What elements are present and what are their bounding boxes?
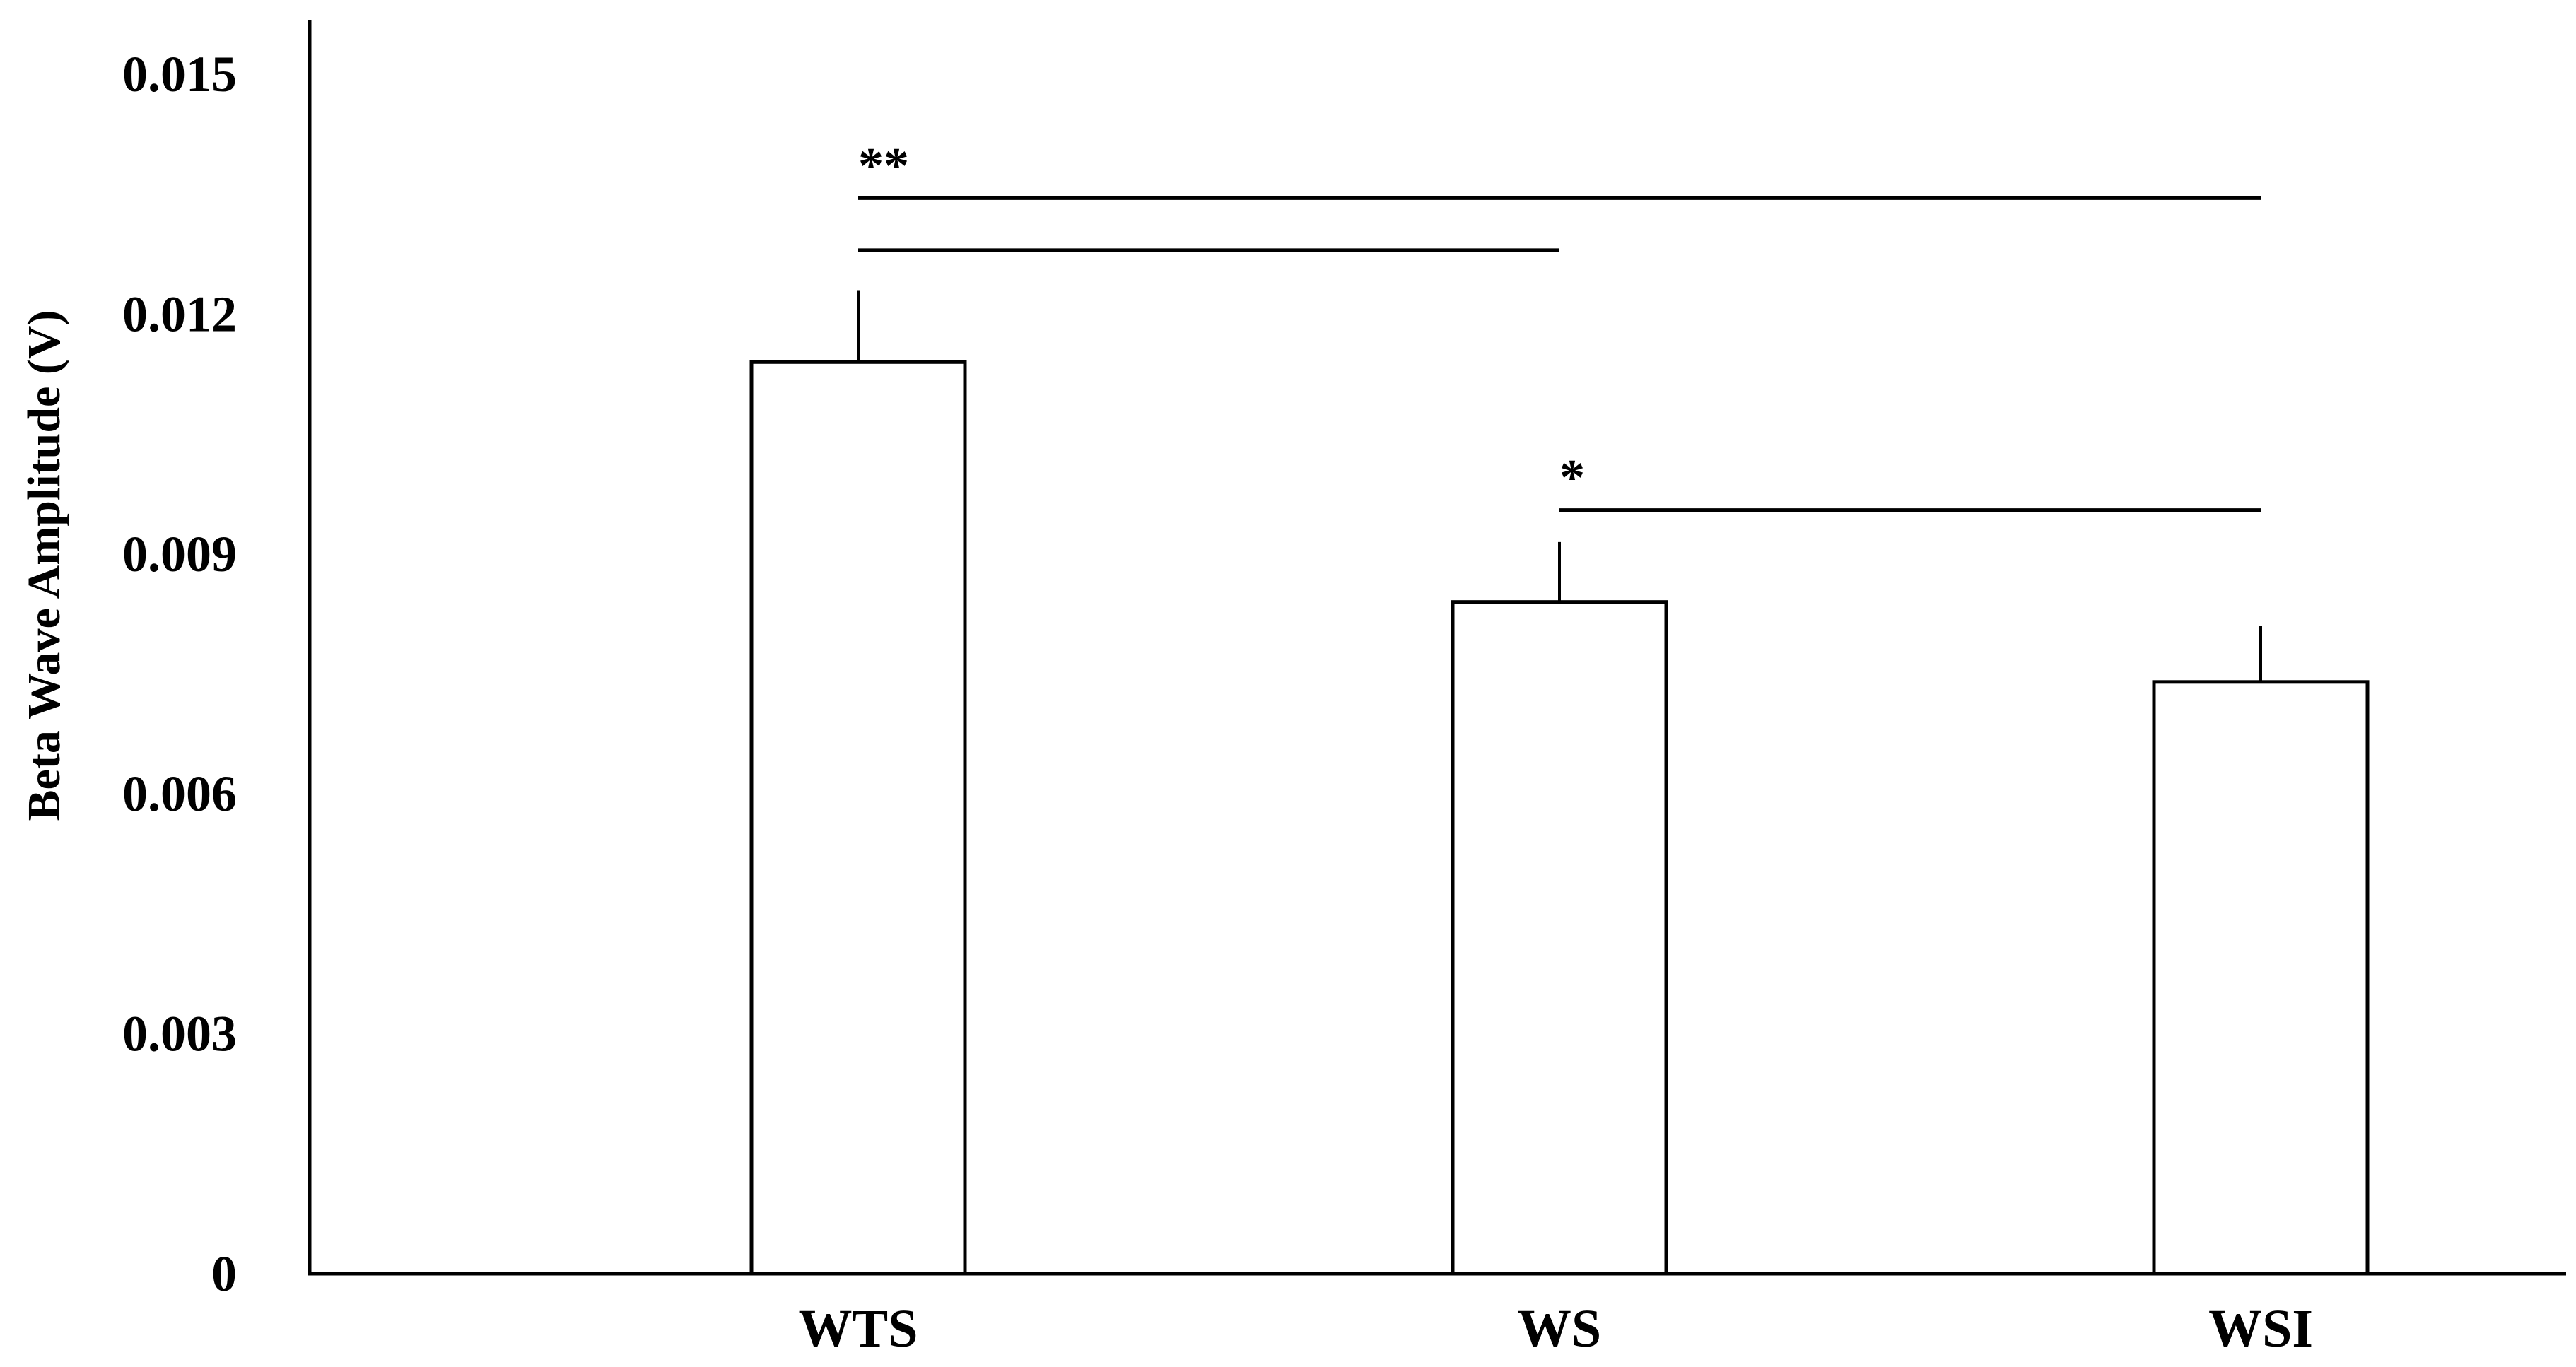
error-bars bbox=[857, 290, 2262, 682]
y-tick-label: 0.012 bbox=[122, 286, 237, 342]
y-tick-label: 0 bbox=[211, 1245, 237, 1302]
bar bbox=[2152, 680, 2370, 1276]
x-axis: WTS WS WSI bbox=[308, 1272, 2566, 1359]
y-tick-label: 0.015 bbox=[122, 46, 237, 102]
significance-brackets: *** bbox=[858, 137, 2261, 512]
bar bbox=[1451, 600, 1668, 1276]
y-axis-title: Beta Wave Amplitude (V) bbox=[18, 310, 70, 821]
y-axis: 0 0.003 0.006 0.009 0.012 0.015 bbox=[122, 20, 312, 1302]
bars bbox=[749, 360, 2370, 1276]
significance-label: * bbox=[1559, 450, 1585, 506]
x-tick-label: WTS bbox=[799, 1299, 918, 1359]
x-tick-label: WSI bbox=[2208, 1299, 2313, 1359]
y-tick-label: 0.009 bbox=[122, 526, 237, 582]
significance-label: ** bbox=[858, 137, 909, 194]
y-tick-label: 0.003 bbox=[122, 1006, 237, 1062]
x-tick-label: WS bbox=[1518, 1299, 1601, 1359]
y-tick-label: 0.006 bbox=[122, 765, 237, 822]
bar bbox=[749, 360, 967, 1276]
